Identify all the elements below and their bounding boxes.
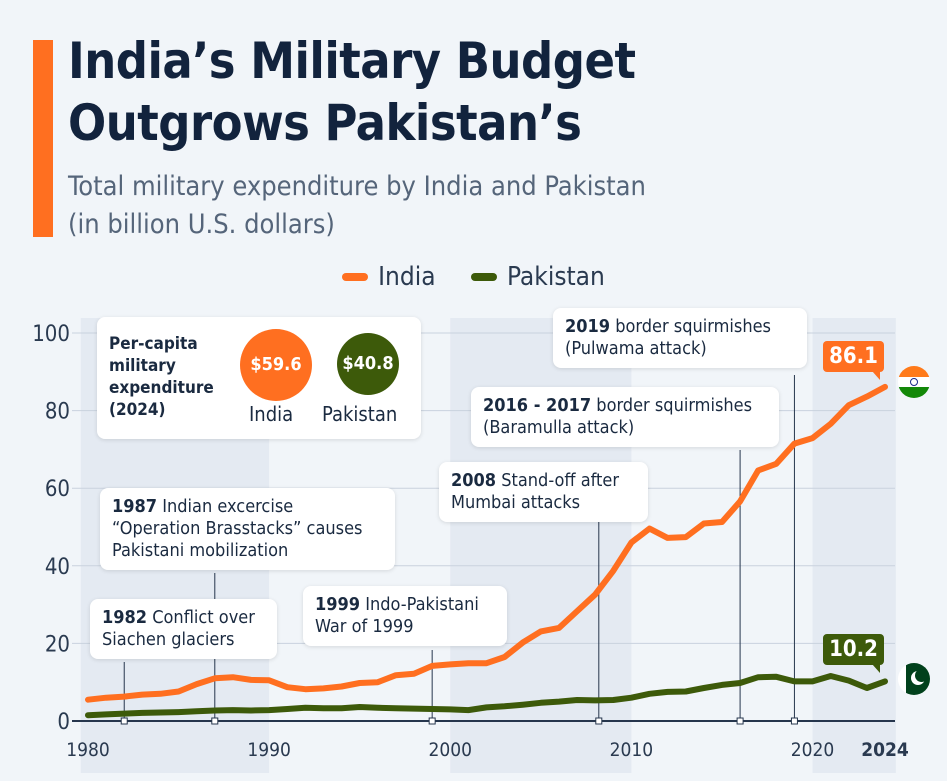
per-capita-title: Per-capita military expenditure (2024) [109, 334, 214, 420]
india-end-label: 86.1 [823, 341, 884, 380]
y-tick-label: 100 [32, 322, 70, 347]
pakistan-per-capita-label: Pakistan [322, 402, 398, 426]
annotation-1999: 1999 Indo-Pakistani War of 1999 [303, 586, 507, 646]
y-tick-label: 40 [45, 555, 70, 580]
x-tick-label: 1990 [247, 739, 291, 761]
legend: India Pakistan [0, 258, 947, 292]
x-tick-label: 2020 [791, 739, 835, 761]
legend-swatch-pakistan [471, 273, 497, 281]
annotation-2019: 2019 border squirmishes (Pulwama attack) [553, 308, 807, 368]
annotation-1982: 1982 Conflict over Siachen glaciers [90, 599, 277, 659]
annotation-marker [428, 717, 436, 725]
india-per-capita-circle: $59.6 [240, 329, 312, 401]
legend-item-india: India [342, 262, 436, 292]
annotation-marker [211, 717, 219, 725]
y-tick-label: 80 [45, 400, 70, 425]
y-tick-label: 60 [45, 477, 70, 502]
annotation-2008: 2008 Stand-off after Mumbai attacks [439, 462, 648, 522]
legend-swatch-india [342, 273, 369, 281]
x-tick-label: 1980 [66, 739, 110, 761]
chart-subtitle: Total military expenditure by India and … [68, 171, 646, 240]
annotation-1987: 1987 Indian excercise “Operation Brassta… [100, 488, 395, 570]
india-per-capita-label: India [249, 402, 294, 426]
series-line-pakistan [85, 673, 888, 719]
x-tick-label: 2024 [861, 739, 909, 761]
accent-bar [33, 40, 53, 237]
y-tick-label: 20 [45, 632, 70, 657]
pakistan-flag-icon [898, 663, 930, 695]
legend-item-pakistan: Pakistan [471, 262, 605, 292]
x-tick-label: 2010 [610, 739, 654, 761]
annotation-marker [790, 717, 798, 725]
annotation-2016: 2016 - 2017 border squirmishes (Baramull… [471, 387, 779, 447]
y-tick-label: 0 [57, 710, 70, 735]
x-tick-label: 2000 [429, 739, 473, 761]
per-capita-box: Per-capita military expenditure (2024) $… [97, 317, 421, 439]
pakistan-end-label: 10.2 [823, 634, 884, 673]
chart-title: India’s Military Budget Outgrows Pakista… [68, 32, 636, 152]
india-flag-icon [898, 366, 930, 398]
annotation-marker [736, 717, 744, 725]
annotation-marker [120, 717, 128, 725]
pakistan-per-capita-circle: $40.8 [337, 333, 399, 395]
annotation-marker [595, 717, 603, 725]
decade-band [812, 318, 896, 773]
series-line-india [85, 383, 888, 703]
